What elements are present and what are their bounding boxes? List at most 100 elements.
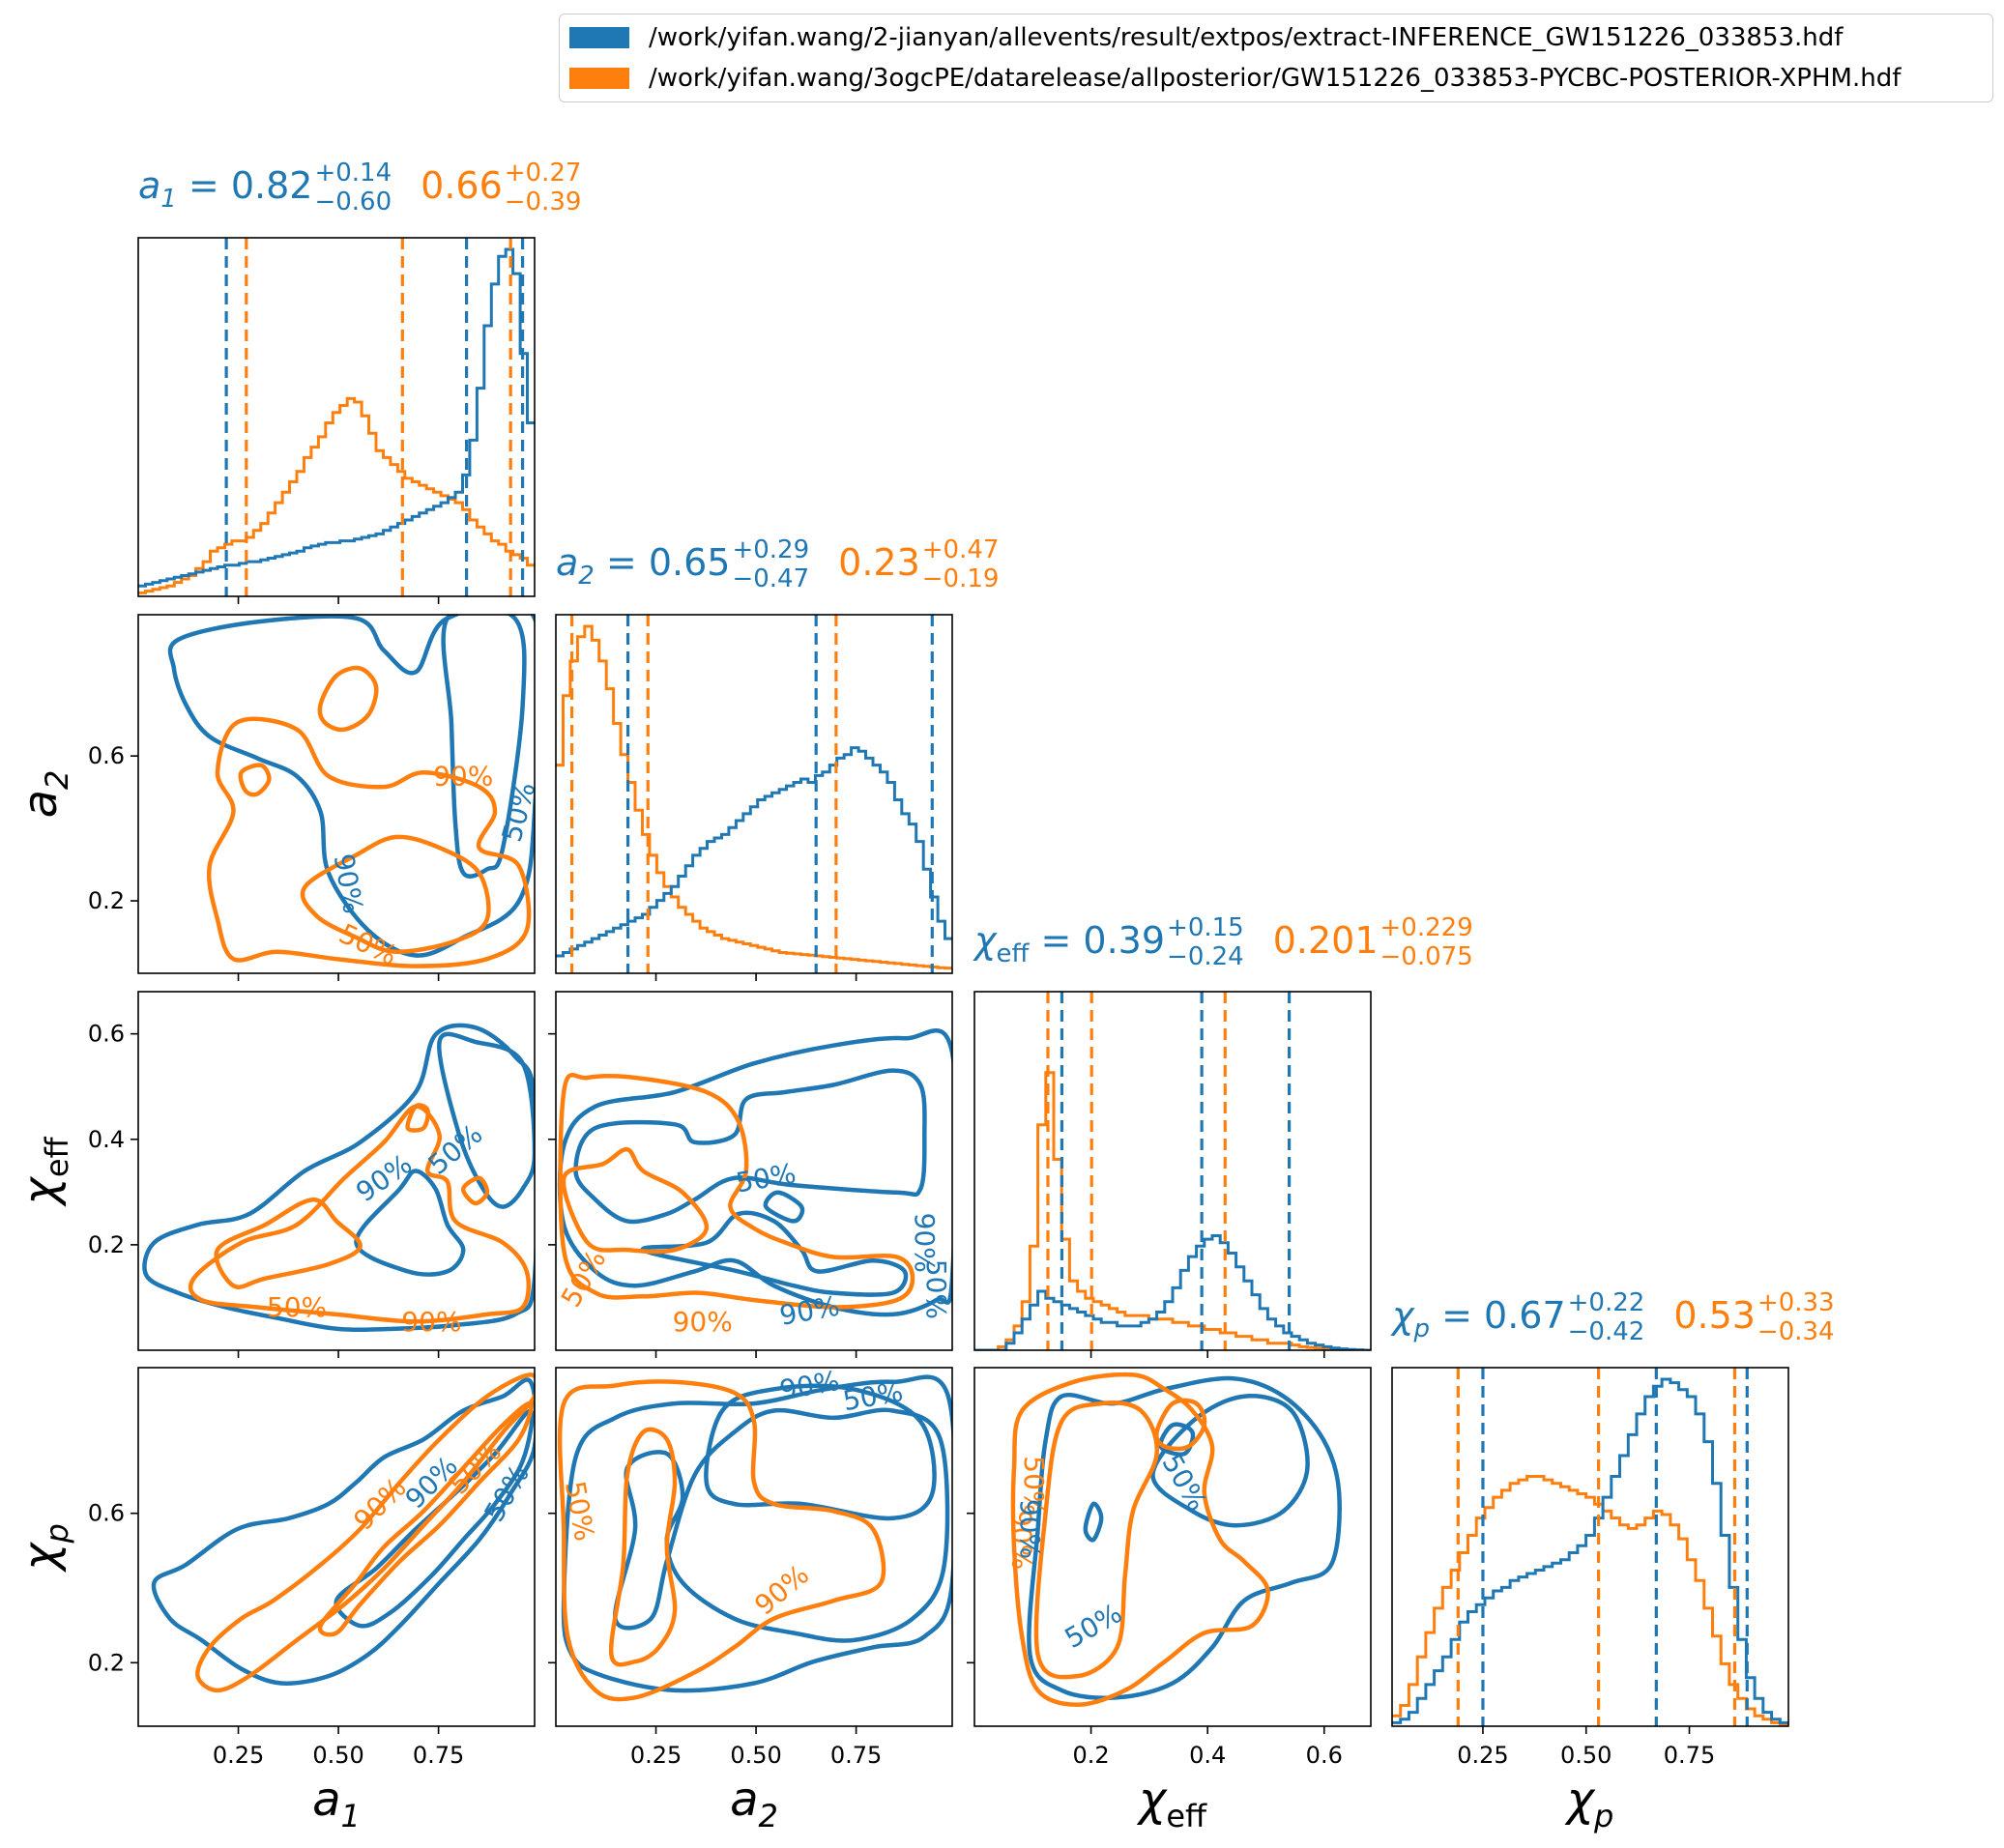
contour-blue-1 [573, 1068, 927, 1225]
hist-step-orange [974, 1071, 1371, 1350]
hist-step-blue [556, 746, 952, 958]
contour-orange-2 [238, 763, 272, 797]
y-axis-label-chip: χp [14, 1523, 75, 1574]
contour-blue-1 [437, 1031, 535, 1209]
panel-frame-1-2 [555, 991, 953, 1351]
title-sub: eff [997, 939, 1031, 968]
contour-label-21: 90% [748, 1558, 815, 1621]
contour-label-23: 50% [1018, 1456, 1050, 1516]
x-tick-label-a2: 0.25 [630, 1742, 682, 1769]
y-tick-label-chip: 0.2 [88, 1649, 125, 1676]
x-tick-label-chip: 0.50 [1560, 1742, 1612, 1769]
title-sub: 2 [578, 562, 595, 591]
title-blue-a1: a1 = 0.82 [138, 164, 312, 214]
contour-blue-0 [1027, 1375, 1342, 1700]
legend-entry-orange: /work/yifan.wang/3ogcPE/datarelease/allp… [569, 59, 1901, 98]
title-blue-chieff: χeff = 0.39 [973, 919, 1165, 968]
title-orange-plus: +0.47 [922, 535, 1000, 564]
y-tick-label-chieff: 0.6 [88, 1021, 125, 1048]
contour-orange-3 [300, 834, 491, 954]
contour-label-6: 50% [267, 1291, 327, 1323]
legend-label-blue: /work/yifan.wang/2-jianyan/allevents/res… [649, 23, 1844, 52]
x-axis-label-chieff-sub: eff [1166, 1798, 1207, 1834]
contour-orange-1 [317, 665, 379, 733]
legend-swatch-blue [569, 27, 629, 48]
panel-frame-0-0 [137, 237, 536, 597]
x-axis-label-a1-main: a [312, 1773, 340, 1827]
x-tick-label-a1: 0.50 [312, 1742, 363, 1769]
title-blue-plus: +0.22 [1568, 1288, 1645, 1317]
title-orange-plus: +0.229 [1380, 913, 1473, 942]
title-blue-plus: +0.15 [1167, 913, 1244, 942]
contour-orange-0 [195, 1372, 535, 1693]
contour-orange-1 [561, 1146, 710, 1255]
panel-frame-2-2 [973, 991, 1372, 1351]
title-sub: 1 [160, 185, 177, 214]
panel-frame-3-3 [1391, 1367, 1789, 1727]
contour-orange-1 [317, 1400, 534, 1637]
title-blue-minus: −0.24 [1167, 942, 1244, 971]
title-orange-minus: −0.34 [1757, 1317, 1835, 1346]
title-blue-chip: χp = 0.67 [1390, 1294, 1566, 1343]
contours-a2-a1 [167, 615, 535, 968]
contour-label-9: 90% [909, 1213, 941, 1273]
contour-blue-2 [1083, 1501, 1104, 1543]
x-tick-label-a2: 0.50 [730, 1742, 781, 1769]
contour-blue-3 [1158, 1422, 1196, 1457]
contour-label-12: 90% [673, 1306, 733, 1338]
title-chieff: χeff = 0.39 +0.15−0.24 0.201 +0.229−0.075 [973, 913, 1473, 971]
hist-step-orange [138, 396, 535, 594]
x-axis-label-a1: a1 [312, 1773, 361, 1834]
title-name: χ [973, 919, 998, 962]
title-orange-chieff: 0.201 [1273, 919, 1379, 962]
contours-chip-a2 [557, 1374, 952, 1702]
contour-label-10: 50% [920, 1259, 952, 1319]
contour-label-2: 90% [328, 852, 369, 916]
contour-orange-0 [188, 1104, 532, 1324]
hist-a2 [556, 615, 952, 973]
x-tick-label-chieff: 0.6 [1306, 1742, 1343, 1769]
contours-chip-chieff [1010, 1372, 1342, 1707]
contour-label-8: 50% [734, 1157, 799, 1198]
x-tick-label-chip: 0.75 [1664, 1742, 1715, 1769]
y-axis-label-chieff-main: χ [14, 1176, 68, 1208]
contour-blue-0 [557, 1028, 952, 1317]
title-chip: χp = 0.67 +0.22−0.42 0.53 +0.33−0.34 [1390, 1288, 1835, 1346]
contour-label-18: 90% [777, 1365, 842, 1406]
y-tick-label-chip: 0.6 [88, 1500, 125, 1527]
title-blue-minus: −0.47 [732, 564, 809, 593]
contour-orange-0 [206, 716, 532, 968]
title-orange-minus: −0.39 [505, 188, 582, 217]
panel-frame-1-1 [555, 614, 953, 974]
hist-step-blue [138, 247, 535, 588]
contour-label-7: 90% [401, 1306, 461, 1338]
title-orange-plus: +0.27 [505, 159, 582, 188]
title-eq: = 0.82 [177, 164, 313, 207]
title-blue-a2: a2 = 0.65 [556, 541, 730, 591]
contours-chieff-a2 [557, 1028, 952, 1317]
y-axis-label-a2-main: a [14, 790, 68, 818]
legend: /work/yifan.wang/2-jianyan/allevents/res… [559, 14, 1993, 102]
y-tick-label-chieff: 0.2 [88, 1231, 125, 1258]
x-tick-label-chieff: 0.4 [1189, 1742, 1226, 1769]
hist-step-orange [556, 624, 952, 970]
contour-orange-1 [608, 1427, 678, 1667]
x-axis-label-chip-sub: p [1593, 1798, 1613, 1834]
title-sub: p [1413, 1314, 1431, 1343]
title-name: χ [1390, 1294, 1415, 1337]
title-orange-a1: 0.66 [421, 164, 503, 207]
title-name: a [138, 164, 160, 207]
title-blue-plus: +0.29 [732, 535, 809, 564]
contour-blue-1 [334, 1408, 535, 1629]
contour-blue-0 [561, 1374, 952, 1693]
panel-frame-0-3 [137, 1367, 536, 1727]
legend-label-orange: /work/yifan.wang/3ogcPE/datarelease/allp… [649, 64, 1902, 93]
contour-orange-0 [557, 1379, 886, 1702]
contour-label-0: 90% [433, 760, 493, 792]
title-a1: a1 = 0.82 +0.14−0.60 0.66 +0.27−0.39 [138, 159, 581, 217]
contour-blue-2 [640, 1210, 909, 1297]
y-axis-label-chieff: χeff [14, 1136, 75, 1207]
panel-frame-0-2 [137, 991, 536, 1351]
title-orange-minus: −0.19 [922, 564, 1000, 593]
